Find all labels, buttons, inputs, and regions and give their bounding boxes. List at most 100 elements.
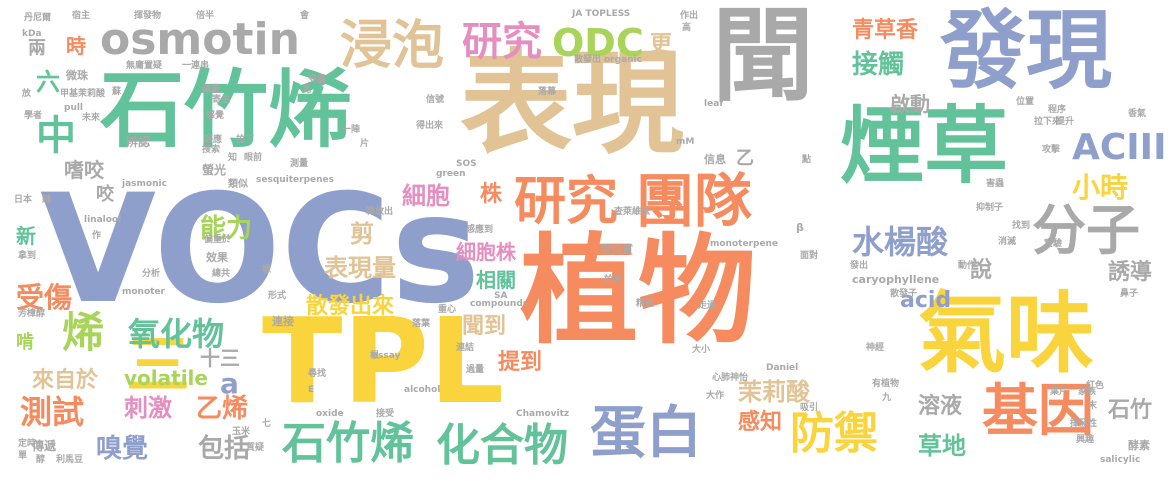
cloud-word: 大小 xyxy=(692,345,711,355)
cloud-word: 知 xyxy=(228,153,238,163)
cloud-word: 尋找 xyxy=(308,369,327,379)
cloud-word: 見 xyxy=(302,85,312,95)
cloud-word: 啟動 xyxy=(890,92,930,116)
cloud-word: oxide xyxy=(316,409,344,419)
cloud-word: 找到 xyxy=(1012,221,1031,231)
cloud-word: SA xyxy=(494,291,508,301)
cloud-word: 研究 xyxy=(514,172,619,232)
cloud-word: 甲基茉莉酸 xyxy=(60,89,106,99)
cloud-word: 未來 xyxy=(82,113,101,123)
cloud-word: SOS xyxy=(456,159,477,169)
cloud-word: 紅色 xyxy=(1086,381,1105,391)
cloud-word: 七 xyxy=(262,419,272,429)
cloud-word: 效果 xyxy=(206,251,228,264)
cloud-word: 信號 xyxy=(426,95,445,105)
cloud-word: 消滅 xyxy=(998,237,1017,247)
cloud-word: monoter xyxy=(122,287,165,297)
cloud-word: 攻擊 xyxy=(1042,145,1061,155)
cloud-word: 放 xyxy=(22,89,32,99)
cloud-word: 氣味 xyxy=(918,282,1095,385)
cloud-word: 葉片 xyxy=(1050,387,1069,397)
cloud-word: 接受 xyxy=(376,409,395,419)
cloud-word: 芳樟醇 xyxy=(18,309,46,319)
cloud-word: 分析 xyxy=(142,269,161,279)
cloud-word: 來自於 xyxy=(32,368,99,393)
cloud-word: 發出 xyxy=(850,261,869,271)
cloud-word: 落葉 xyxy=(412,319,431,329)
cloud-word: 九 xyxy=(882,393,892,403)
cloud-word: 化合物 xyxy=(436,420,568,471)
cloud-word: 於於 xyxy=(604,275,623,285)
cloud-word: 偏重於 xyxy=(204,235,232,245)
cloud-word: 乙 xyxy=(736,148,754,169)
cloud-word: 精確 xyxy=(636,299,655,309)
cloud-word: 三 xyxy=(126,329,190,403)
cloud-word: 得出來 xyxy=(416,121,444,131)
cloud-word: 眼前 xyxy=(244,153,263,163)
cloud-word: 包括 xyxy=(198,434,251,464)
cloud-word: 提升 xyxy=(1056,117,1075,127)
cloud-word: 散發子 xyxy=(890,289,918,299)
cloud-word: 鏈 xyxy=(42,195,52,205)
cloud-word: 宿主 xyxy=(72,11,91,21)
cloud-word: 大作 xyxy=(706,391,725,401)
cloud-word: leaf xyxy=(704,99,724,109)
cloud-word: 植物 xyxy=(520,222,757,360)
cloud-word: 浸泡 xyxy=(340,16,445,76)
cloud-word: 落幕 xyxy=(538,87,557,97)
cloud-word: 寄生 xyxy=(212,95,231,105)
cloud-word: 抑制子 xyxy=(976,203,1004,213)
cloud-word: 感知 xyxy=(738,410,783,435)
cloud-word: 表現量 xyxy=(324,254,396,282)
cloud-word: 有植物 xyxy=(872,379,900,389)
cloud-word: β xyxy=(796,221,804,234)
cloud-word: 單 xyxy=(18,451,28,461)
cloud-word: 無庸置疑 xyxy=(126,61,163,71)
cloud-word: organic xyxy=(604,55,642,65)
cloud-word: 茉莉酸 xyxy=(738,378,810,406)
cloud-word: kDa xyxy=(22,29,42,39)
cloud-word: 石竹烯 xyxy=(282,418,414,469)
cloud-word: 株 xyxy=(480,182,503,207)
cloud-word: 倍半 xyxy=(196,11,215,21)
cloud-word: E xyxy=(308,385,315,395)
cloud-word: 一陣 xyxy=(342,125,361,135)
cloud-word: 細胞株 xyxy=(456,240,516,264)
cloud-word: 嗅覺 xyxy=(96,434,149,464)
cloud-word: 兩 xyxy=(28,38,46,59)
cloud-word: 利馬豆 xyxy=(56,455,84,465)
cloud-word: 辨認 xyxy=(126,135,151,149)
cloud-word: 過量 xyxy=(466,365,485,375)
cloud-word: 啃 xyxy=(16,332,34,353)
cloud-word: Daniel xyxy=(766,363,799,373)
cloud-word: 團隊 xyxy=(636,167,753,235)
cloud-word: 散發出來 xyxy=(306,294,395,319)
cloud-word: 聞 xyxy=(712,0,814,116)
cloud-word: 心肺神怡 xyxy=(712,373,749,383)
cloud-word: 高 xyxy=(682,23,692,33)
cloud-word: 散發出 xyxy=(574,55,602,65)
cloud-word: 吸引 xyxy=(800,403,819,413)
cloud-word: 提到 xyxy=(498,350,543,375)
cloud-word: 拿到 xyxy=(18,251,37,261)
cloud-word: 微珠 xyxy=(66,69,88,82)
cloud-word: Chamovitz xyxy=(516,409,570,419)
cloud-word: 作出 xyxy=(680,11,699,21)
cloud-word: 興趣 xyxy=(1076,435,1095,445)
cloud-word: 十三 xyxy=(200,346,240,370)
cloud-word: 查萊維茲 xyxy=(614,207,651,217)
cloud-word: monoterpene xyxy=(710,239,779,249)
cloud-word: mM xyxy=(676,137,695,147)
cloud-word: 石竹 xyxy=(1108,398,1153,423)
cloud-word: 學者 xyxy=(24,111,43,121)
cloud-word: green xyxy=(436,169,466,179)
cloud-word: 家族 xyxy=(1078,387,1097,397)
cloud-word: 乙烯 xyxy=(196,394,249,424)
cloud-word: 蘇 xyxy=(112,87,122,97)
cloud-word: 測量 xyxy=(290,159,309,169)
cloud-word: linalool xyxy=(84,215,122,225)
cloud-word: 傳遞 xyxy=(32,439,57,453)
cloud-word: 草地 xyxy=(918,432,966,460)
cloud-word: 蛋白 xyxy=(590,401,702,466)
